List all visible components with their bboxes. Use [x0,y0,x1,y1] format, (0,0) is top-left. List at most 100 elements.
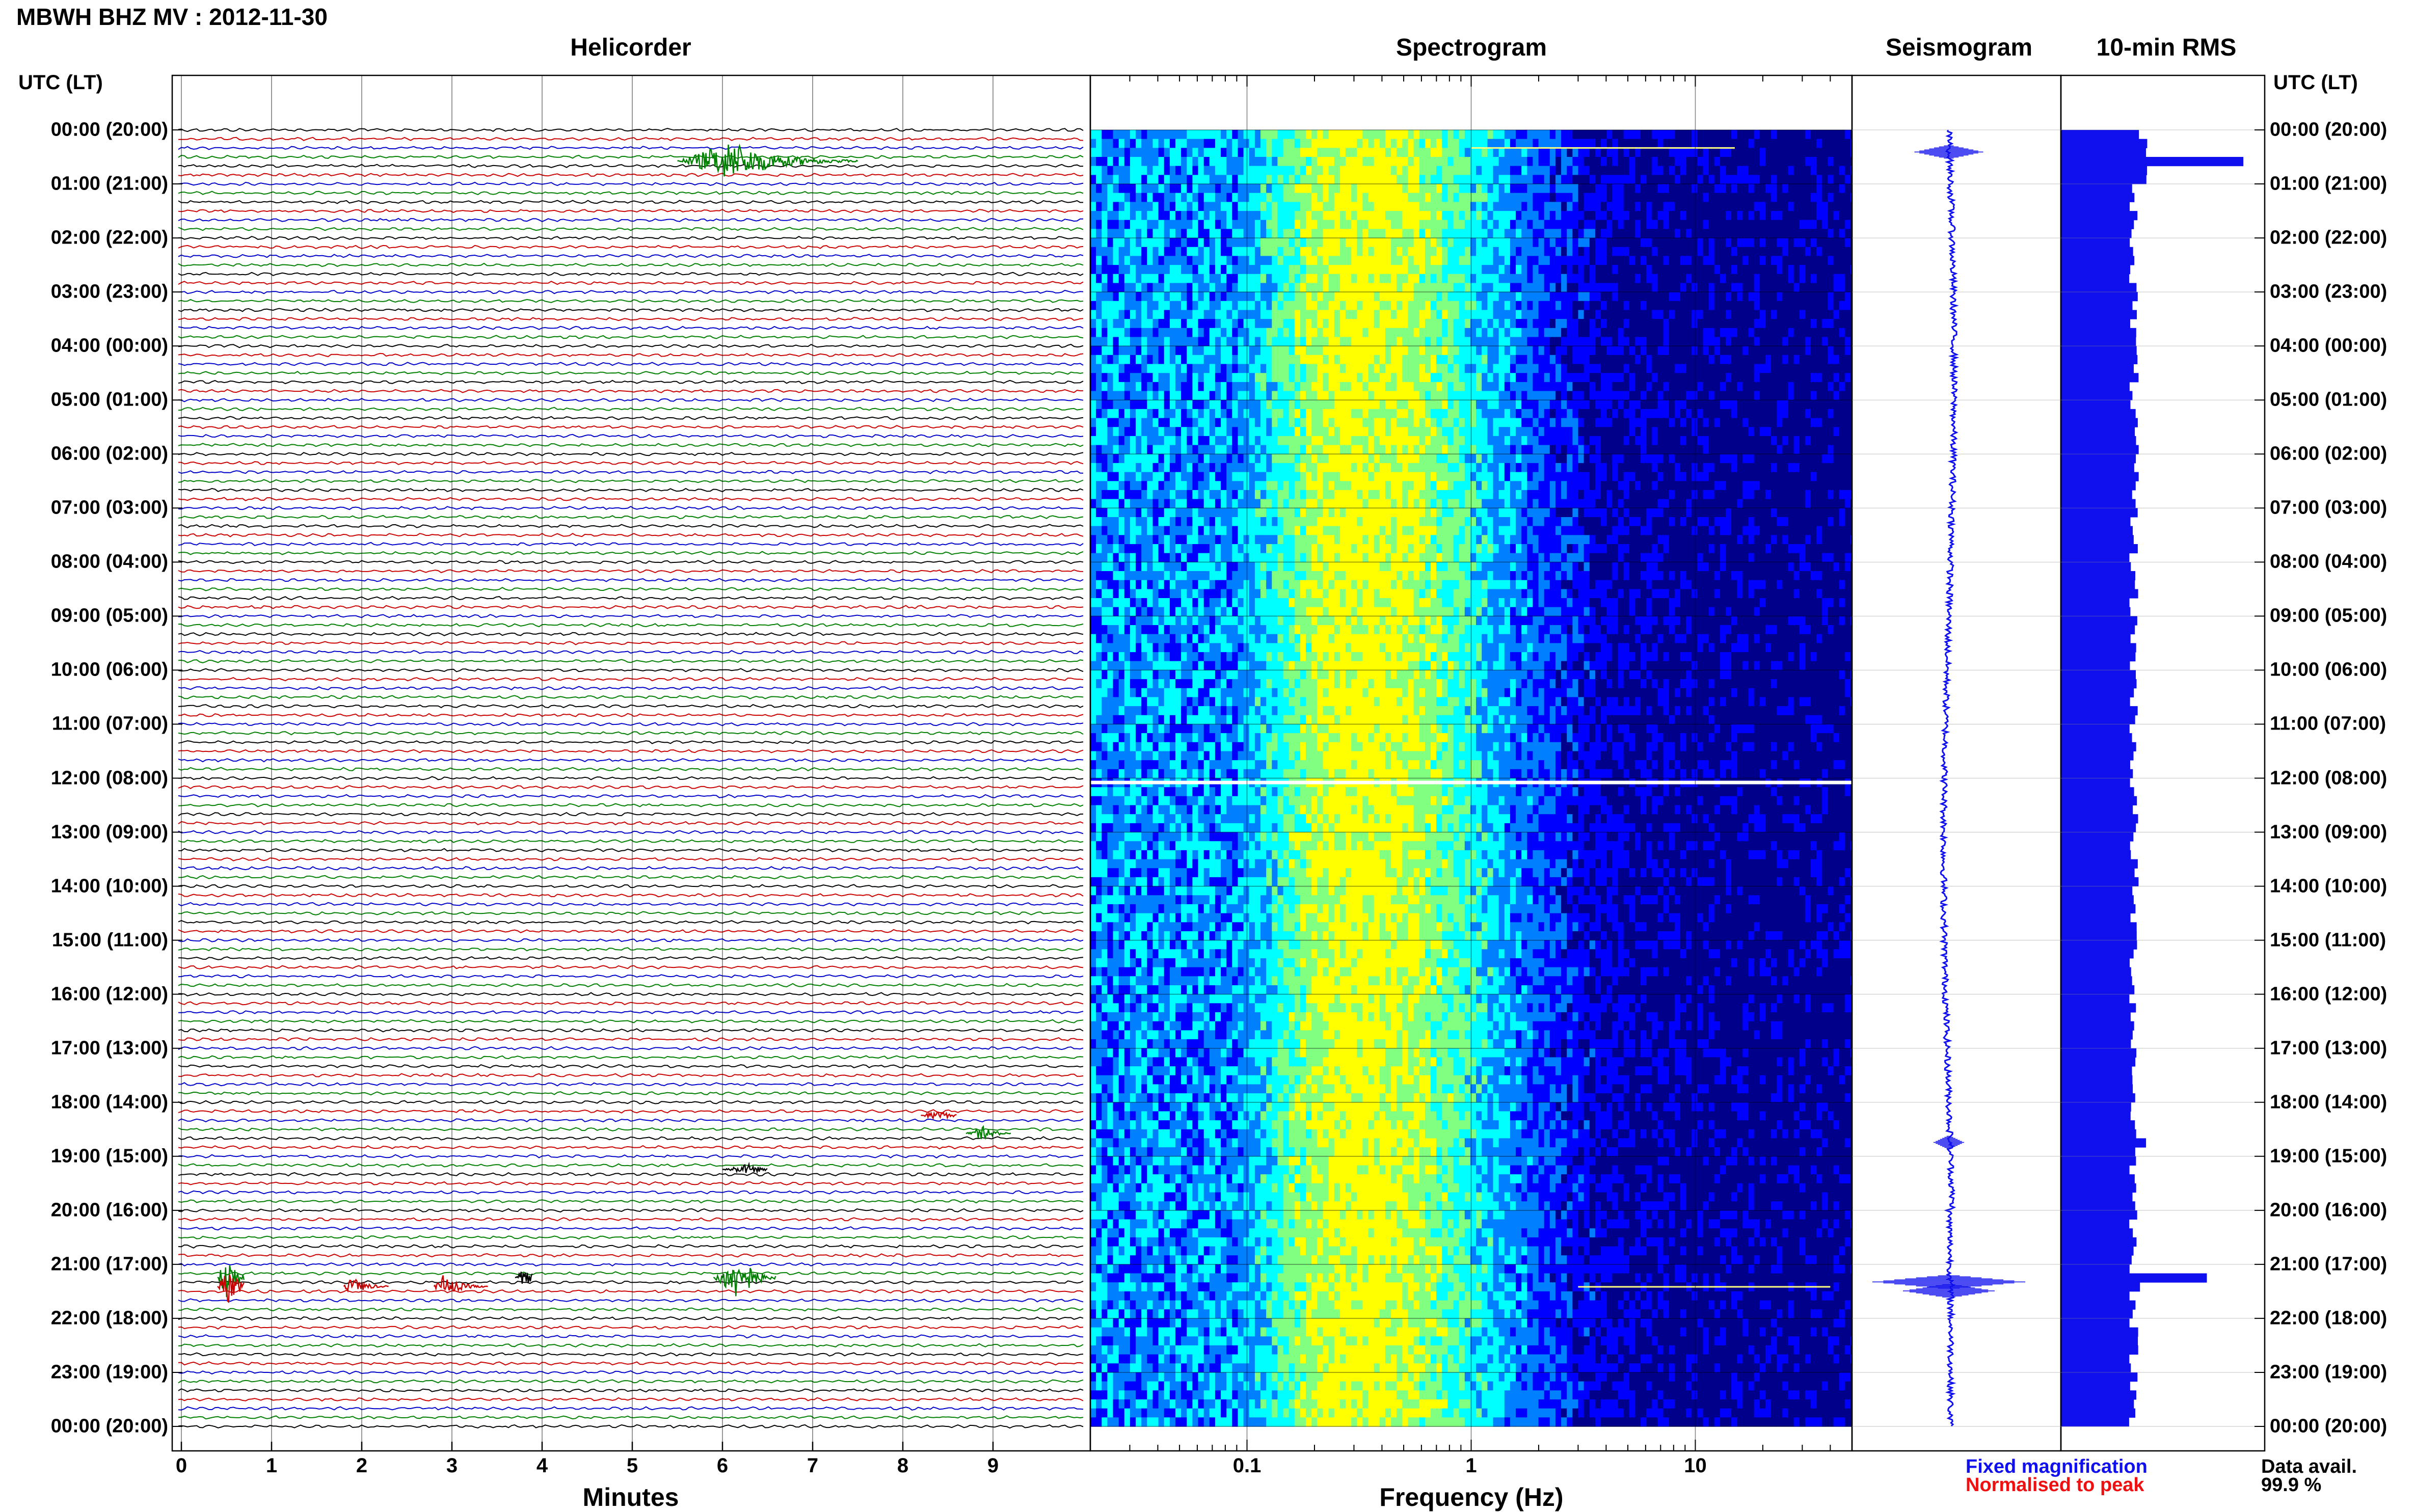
spectrogram-cell [1096,157,1102,167]
spectrogram-cell [1187,184,1193,194]
spectrogram-cell [1254,328,1261,338]
spectrogram-cell [1136,274,1142,284]
spectrogram-cell [1090,445,1096,454]
spectrogram-cell [1130,175,1136,184]
spectrogram-cell [1476,184,1482,194]
helicorder-trace [178,488,1084,493]
spectrogram-cell [1629,292,1635,302]
spectrogram-cell [1521,346,1528,356]
spectrogram-cell [1175,166,1182,175]
spectrogram-cell [1799,310,1806,319]
spectrogram-cell [1192,148,1199,157]
spectrogram-cell [1379,400,1386,410]
spectrogram-cell [1476,427,1482,437]
spectrogram-cell [1697,247,1704,257]
spectrogram-cell [1504,148,1511,157]
spectrogram-cell [1731,418,1737,427]
spectrogram-cell [1657,391,1664,400]
spectrogram-cell [1272,445,1278,454]
spectrogram-cell [1181,274,1187,284]
spectrogram-cell [1130,238,1136,248]
spectrogram-cell [1391,220,1397,229]
spectrogram-cell [1544,301,1550,311]
spectrogram-cell [1169,409,1176,419]
spectrogram-cell [1243,175,1250,184]
spectrogram-cell [1470,319,1477,329]
spectrogram-cell [1306,274,1312,284]
spectrogram-cell [1652,229,1658,238]
spectrogram-cell [1765,409,1772,419]
spectrogram-cell [1402,238,1409,248]
spectrogram-cell [1686,157,1692,167]
spectrogram-cell [1521,166,1528,175]
spectrogram-cell [1351,409,1358,419]
spectrogram-cell [1527,292,1534,302]
spectrogram-cell [1828,184,1834,194]
spectrogram-cell [1328,346,1335,356]
spectrogram-cell [1368,427,1375,437]
helicorder-trace [178,1289,1084,1294]
spectrogram-cell [1215,337,1221,346]
spectrogram-cell [1623,445,1630,454]
spectrogram-cell [1130,256,1136,265]
spectrogram-cell [1238,202,1244,211]
spectrogram-cell [1516,418,1522,427]
spectrogram-cell [1578,265,1585,275]
spectrogram-cell [1742,229,1749,238]
spectrogram-cell [1413,346,1420,356]
spectrogram-cell [1272,148,1278,157]
spectrogram-cell [1782,346,1789,356]
spectrogram-cell [1686,310,1692,319]
spectrogram-cell [1476,265,1482,275]
spectrogram-cell [1192,130,1199,140]
spectrogram-cell [1578,427,1585,437]
spectrogram-cell [1629,283,1635,292]
spectrogram-cell [1397,220,1403,229]
spectrogram-cell [1385,427,1391,437]
spectrogram-cell [1844,148,1851,157]
spectrogram-cell [1516,427,1522,437]
spectrogram-cell [1742,193,1749,202]
spectrogram-cell [1096,319,1102,329]
spectrogram-cell [1379,418,1386,427]
helicorder-trace [178,749,1084,753]
spectrogram-cell [1096,130,1102,140]
spectrogram-cell [1759,364,1766,373]
spectrogram-cell [1249,319,1255,329]
helicorder-trace [178,830,1084,834]
spectrogram-cell [1096,409,1102,419]
spectrogram-cell [1844,427,1851,437]
spectrogram-cell [1498,256,1505,265]
spectrogram-cell [1482,283,1488,292]
spectrogram-cell [1374,373,1380,383]
spectrogram-cell [1379,301,1386,311]
spectrogram-cell [1816,130,1822,140]
spectrogram-cell [1413,436,1420,446]
spectrogram-cell [1811,157,1817,167]
spectrogram-cell [1544,130,1550,140]
spectrogram-cell [1726,436,1732,446]
spectrogram-cell [1646,193,1652,202]
spectrogram-cell [1737,382,1743,392]
spectrogram-cell [1209,436,1216,446]
spectrogram-cell [1538,292,1545,302]
spectrogram-cell [1124,139,1131,148]
spectrogram-cell [1243,148,1250,157]
spectrogram-cell [1346,247,1352,257]
spectrogram-cell [1431,238,1437,248]
spectrogram-cell [1646,391,1652,400]
spectrogram-cell [1266,373,1273,383]
spectrogram-cell [1720,391,1726,400]
spectrogram-cell [1742,238,1749,248]
spectrogram-cell [1788,283,1794,292]
spectrogram-cell [1431,256,1437,265]
spectrogram-cell [1408,238,1414,248]
spectrogram-cell [1754,364,1760,373]
spectrogram-cell [1311,229,1318,238]
spectrogram-cell [1799,382,1806,392]
spectrogram-cell [1641,184,1647,194]
spectrogram-cell [1289,238,1295,248]
spectrogram-cell [1748,166,1755,175]
spectrogram-cell [1238,229,1244,238]
spectrogram-cell [1555,229,1562,238]
